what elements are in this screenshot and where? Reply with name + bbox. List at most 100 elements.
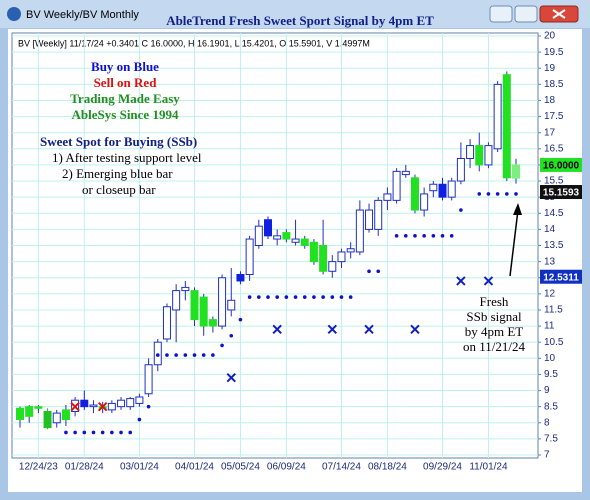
signal-note: Fresh: [480, 294, 509, 309]
maximize-button[interactable]: [514, 5, 538, 23]
candle-body: [43, 410, 52, 429]
candle-body: [135, 396, 144, 404]
x-mark-stroke: [70, 401, 80, 412]
app-icon: [7, 7, 21, 21]
candle-body: [236, 274, 245, 282]
candle-body: [52, 412, 61, 424]
y-tick-label: 10: [544, 353, 556, 364]
candle-body: [199, 296, 208, 327]
candle-body: [208, 319, 217, 327]
candle-body: [383, 193, 392, 201]
y-tick-label: 14.5: [544, 208, 564, 219]
x-mark-stroke: [97, 401, 108, 412]
stop-dot: [477, 192, 482, 196]
candle-body: [447, 180, 456, 198]
signal-note: SSb signal: [466, 309, 522, 324]
y-tick-label: 14: [544, 224, 556, 235]
stop-dot: [91, 430, 96, 435]
stop-dot: [192, 353, 197, 357]
y-tick-label: 16.5: [544, 143, 564, 154]
stop-dot: [229, 333, 234, 338]
price-tag: [540, 157, 582, 172]
y-tick-label: 13: [544, 256, 556, 267]
candle-body: [512, 164, 520, 179]
candle-body: [502, 74, 511, 179]
y-tick-label: 8.5: [544, 401, 558, 412]
x-mark: [272, 324, 282, 335]
candle-body: [144, 364, 153, 395]
stop-dot: [211, 353, 215, 357]
stop-dot: [128, 430, 133, 435]
price-tag: [540, 185, 582, 200]
stop-dot: [266, 295, 270, 299]
price-tag-label: 15.1593: [543, 188, 580, 199]
stop-dot: [459, 208, 463, 212]
stop-dot: [394, 234, 399, 238]
stop-dot: [137, 417, 142, 422]
y-tick-label: 18: [544, 95, 556, 106]
stop-dot: [257, 295, 261, 299]
candle-body: [89, 404, 98, 408]
candle-body: [117, 399, 126, 408]
stop-dot: [330, 295, 335, 299]
x-mark-stroke: [364, 324, 374, 335]
signal-note: by 4pm ET: [465, 324, 524, 339]
candle-body: [484, 145, 493, 166]
y-tick-label: 11: [544, 321, 555, 332]
x-tick-label: 12/24/23: [19, 462, 58, 473]
stop-dot: [505, 192, 509, 196]
y-tick-label: 20: [544, 31, 556, 42]
candle-body: [254, 225, 263, 247]
candle-body: [264, 219, 272, 237]
x-tick-label: 04/01/24: [175, 462, 214, 473]
x-mark-stroke: [483, 276, 494, 286]
stop-dot: [146, 404, 151, 409]
y-tick-label: 12: [544, 288, 556, 299]
y-tick-label: 19: [544, 63, 556, 74]
y-tick-label: 9.5: [544, 369, 558, 380]
note: or closeup bar: [82, 182, 156, 197]
y-tick-label: 18.5: [544, 79, 564, 90]
y-tick-label: 13.5: [544, 240, 564, 251]
stop-dot: [413, 234, 417, 238]
stop-dot: [220, 343, 224, 348]
candle-body: [309, 241, 318, 263]
candle-body: [355, 209, 364, 253]
stop-dot: [339, 295, 344, 299]
candle-body: [493, 83, 502, 150]
x-mark: [410, 324, 420, 335]
candle-body: [337, 251, 346, 263]
candle-body: [392, 170, 401, 201]
candle-body: [291, 238, 300, 243]
annotation: Buy on Blue: [91, 59, 159, 74]
candle-body: [126, 398, 135, 408]
candle-body: [172, 290, 181, 311]
arrow: [509, 209, 519, 277]
x-tick-label: 01/28/24: [65, 462, 104, 473]
candle-body: [34, 406, 43, 409]
minimize-button[interactable]: [489, 5, 513, 23]
candle-body: [25, 406, 34, 417]
x-mark: [97, 401, 108, 412]
stop-dot: [284, 295, 289, 299]
window-title: BV Weekly/BV Monthly: [26, 9, 139, 21]
stop-dot: [403, 234, 408, 238]
stop-dot: [165, 353, 169, 357]
stop-dot: [201, 353, 206, 357]
stop-dot: [100, 430, 105, 435]
candle-body: [61, 409, 70, 421]
stop-dot: [367, 269, 371, 274]
candle-body: [319, 245, 328, 272]
candle-body: [190, 290, 199, 321]
stop-dot: [495, 192, 500, 196]
x-tick-label: 07/14/24: [322, 462, 361, 473]
stop-dot: [155, 353, 160, 357]
candle-body: [328, 261, 337, 272]
signal-note: on 11/21/24: [463, 339, 525, 354]
arrow-head: [513, 203, 522, 215]
x-mark: [327, 324, 338, 335]
price-tag: [540, 269, 582, 284]
candle-body: [420, 193, 429, 211]
